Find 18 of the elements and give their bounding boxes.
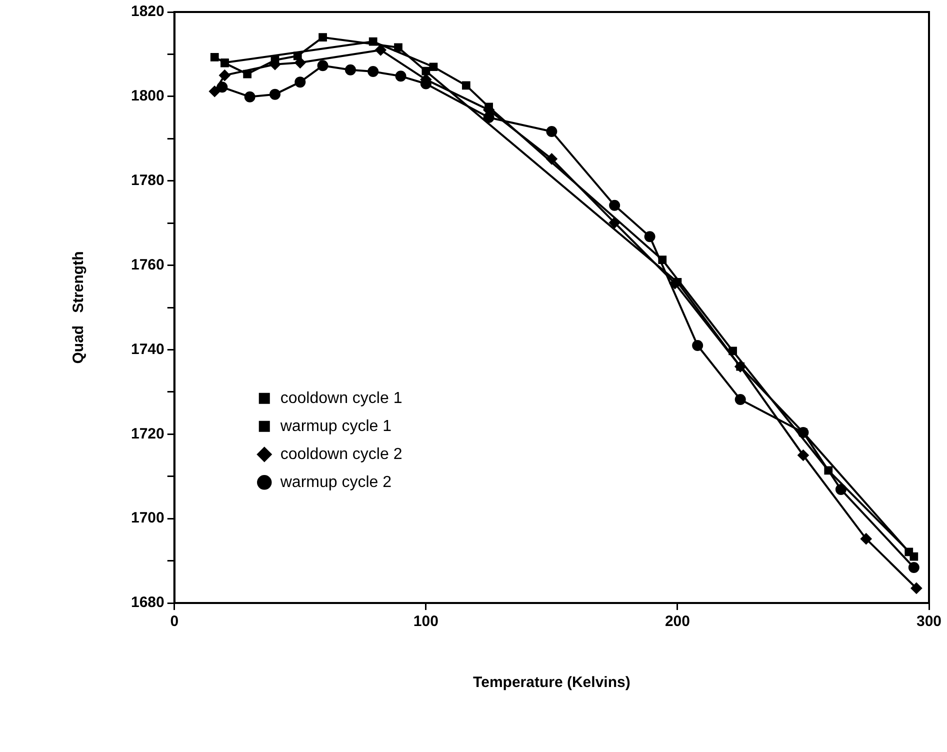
y-tick-label: 1700 [130, 510, 164, 527]
y-axis-title: Quad Strength [70, 251, 88, 364]
x-axis-title: Temperature (Kelvins) [473, 674, 630, 692]
legend-label: cooldown cycle 2 [280, 446, 402, 463]
legend-label: cooldown cycle 1 [280, 390, 402, 407]
y-tick-label: 1740 [130, 340, 164, 358]
x-tick-label: 100 [413, 613, 438, 630]
y-tick-label: 1680 [130, 594, 164, 612]
x-tick-label: 300 [916, 613, 942, 630]
y-tick-label: 1800 [130, 88, 164, 105]
y-tick-label: 1820 [130, 3, 164, 20]
legend-label: warmup cycle 2 [279, 474, 392, 491]
x-tick-label: 200 [664, 613, 690, 630]
x-tick-label: 0 [170, 613, 179, 630]
y-tick-label: 1720 [130, 425, 164, 442]
y-tick-label: 1780 [130, 172, 164, 189]
legend-label: warmup cycle 1 [279, 418, 392, 435]
y-tick-label: 1760 [130, 256, 164, 274]
